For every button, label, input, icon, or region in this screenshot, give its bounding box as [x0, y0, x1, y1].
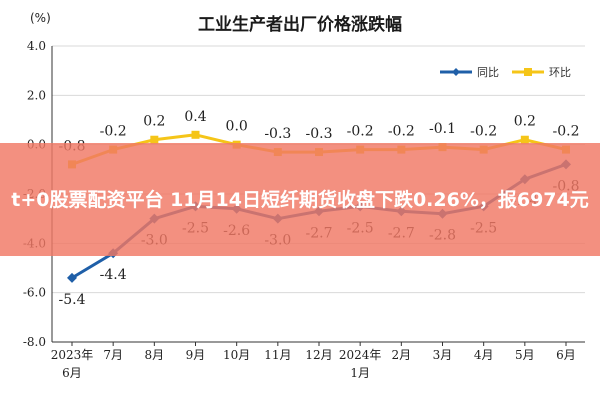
- data-label: -0.2: [347, 124, 374, 140]
- y-tick-label: 2.0: [27, 88, 46, 102]
- x-tick-label: 7月: [103, 348, 123, 362]
- series-point: [520, 135, 529, 144]
- data-label: -0.2: [470, 124, 497, 140]
- x-tick-label: 4月: [474, 348, 494, 362]
- x-tick-label: 11月: [264, 348, 291, 362]
- series-point: [150, 135, 159, 144]
- x-tick-label: 10月: [223, 348, 250, 362]
- x-tick-label: 2023年: [51, 348, 94, 362]
- data-label: -0.3: [306, 126, 333, 142]
- x-tick-label: 9月: [186, 348, 206, 362]
- data-label: -5.4: [59, 292, 86, 308]
- x-tick-label: 1月: [350, 366, 370, 380]
- data-label: 0.4: [184, 109, 206, 125]
- y-tick-label: -6.0: [23, 286, 46, 300]
- x-tick-label: 8月: [145, 348, 165, 362]
- chart-title: 工业生产者出厂价格涨跌幅: [198, 14, 402, 35]
- x-tick-label: 2024年: [339, 348, 382, 362]
- data-label: -0.1: [429, 121, 456, 137]
- news-banner-text[interactable]: t+0股票配资平台 11月14日短纤期货收盘下跌0.26%，报6974元: [11, 188, 589, 211]
- y-tick-label: 4.0: [27, 39, 46, 53]
- data-label: -0.2: [553, 124, 580, 140]
- x-tick-label: 12月: [305, 348, 332, 362]
- data-label: -0.3: [264, 126, 291, 142]
- x-tick-label: 3月: [433, 348, 453, 362]
- data-label: -0.2: [100, 124, 127, 140]
- legend-marker: [452, 68, 460, 76]
- data-label: -4.4: [100, 267, 127, 283]
- x-tick-label: 2月: [392, 348, 412, 362]
- y-axis-label: (%): [30, 11, 51, 25]
- legend-label: 环比: [549, 66, 571, 79]
- legend-marker: [524, 68, 532, 76]
- y-tick-label: -8.0: [23, 335, 46, 349]
- legend-label: 同比: [477, 66, 499, 79]
- news-banner[interactable]: t+0股票配资平台 11月14日短纤期货收盘下跌0.26%，报6974元: [0, 143, 600, 256]
- x-tick-label: 5月: [515, 348, 535, 362]
- x-tick-label: 6月: [556, 348, 576, 362]
- series-point: [191, 130, 200, 139]
- data-label: 0.2: [143, 114, 165, 130]
- data-label: 0.0: [226, 119, 248, 135]
- x-tick-label: 6月: [62, 366, 82, 380]
- data-label: 0.2: [514, 114, 536, 130]
- data-label: -0.2: [388, 124, 415, 140]
- series-point: [67, 272, 77, 283]
